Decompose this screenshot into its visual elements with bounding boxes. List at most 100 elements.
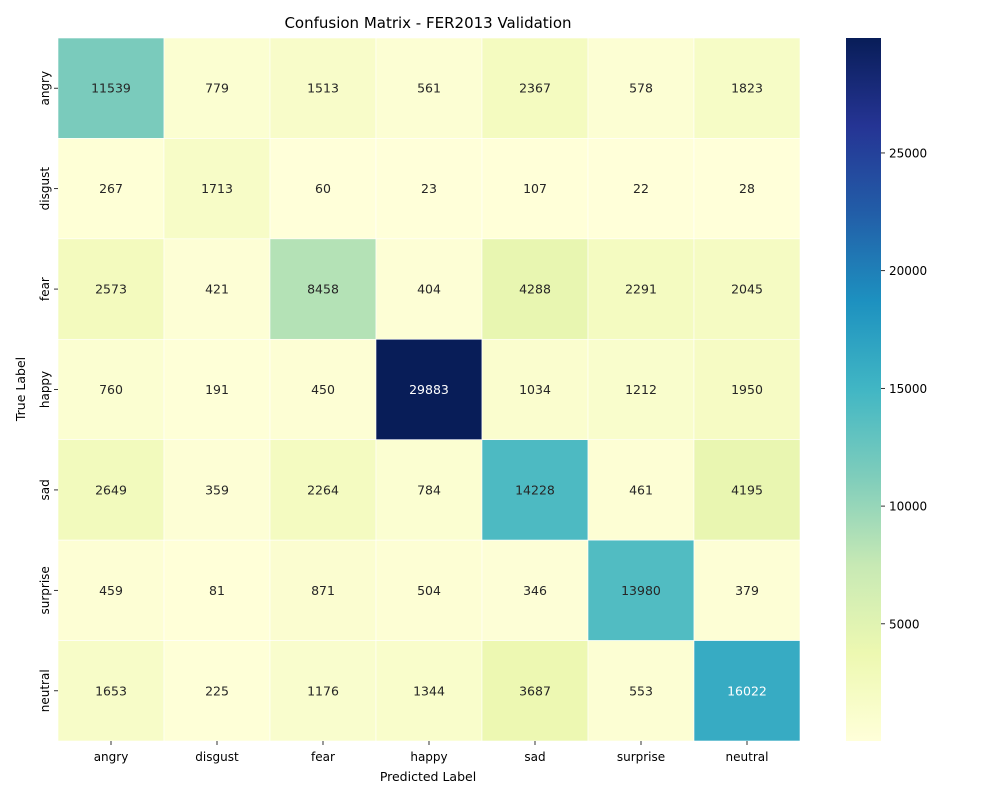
heatmap-cell-sad-surprise bbox=[587, 439, 695, 541]
cell-value-label: 1034 bbox=[519, 382, 551, 397]
heatmap-cell-surprise-neutral bbox=[693, 539, 801, 641]
heatmap-cell-happy-surprise bbox=[587, 338, 695, 441]
cell-value-label: 191 bbox=[205, 382, 229, 397]
colorbar-tick-label: 10000 bbox=[889, 500, 927, 514]
cell-value-label: 1344 bbox=[413, 683, 445, 698]
colorbar-tick-label: 15000 bbox=[889, 382, 927, 396]
heatmap-cell-sad-angry bbox=[57, 439, 165, 541]
y-tick-label: happy bbox=[38, 371, 52, 408]
y-tick-label: neutral bbox=[38, 669, 52, 712]
heatmap-cell-fear-neutral bbox=[693, 238, 801, 340]
y-tick-label: angry bbox=[38, 71, 52, 106]
x-tick-label: sad bbox=[524, 750, 545, 764]
heatmap-cell-happy-angry bbox=[57, 338, 165, 441]
cell-value-label: 2264 bbox=[307, 482, 339, 497]
cell-value-label: 461 bbox=[629, 482, 653, 497]
heatmap-cell-disgust-fear bbox=[269, 138, 377, 240]
cell-value-label: 779 bbox=[205, 81, 229, 96]
cell-value-label: 404 bbox=[417, 282, 441, 297]
heatmap-cell-neutral-happy bbox=[375, 640, 483, 742]
cell-value-label: 2045 bbox=[731, 282, 763, 297]
cell-value-label: 267 bbox=[99, 181, 123, 196]
heatmap-cell-surprise-fear bbox=[269, 539, 377, 641]
heatmap-cell-surprise-disgust bbox=[163, 539, 271, 641]
colorbar bbox=[846, 38, 881, 741]
heatmap-cell-fear-angry bbox=[57, 238, 165, 340]
heatmap-cell-sad-neutral bbox=[693, 439, 801, 541]
heatmap-cell-neutral-surprise bbox=[587, 640, 695, 742]
cell-value-label: 578 bbox=[629, 81, 653, 96]
cell-value-label: 16022 bbox=[727, 683, 767, 698]
cell-value-label: 553 bbox=[629, 683, 653, 698]
cell-value-label: 459 bbox=[99, 583, 123, 598]
cell-value-label: 3687 bbox=[519, 683, 551, 698]
cell-value-label: 4288 bbox=[519, 282, 551, 297]
heatmap-cell-angry-sad bbox=[481, 37, 589, 139]
cell-value-label: 23 bbox=[421, 181, 437, 196]
cell-value-label: 81 bbox=[209, 583, 225, 598]
cell-value-label: 1713 bbox=[201, 181, 233, 196]
x-tick-label: fear bbox=[311, 750, 335, 764]
heatmap-cell-fear-disgust bbox=[163, 238, 271, 340]
cell-value-label: 29883 bbox=[409, 382, 449, 397]
y-tick-label: surprise bbox=[38, 566, 52, 614]
heatmap-cell-happy-neutral bbox=[693, 338, 801, 441]
colorbar-tick-label: 5000 bbox=[889, 617, 920, 631]
heatmap-cell-surprise-angry bbox=[57, 539, 165, 641]
heatmap-cell-sad-fear bbox=[269, 439, 377, 541]
heatmap-cell-happy-sad bbox=[481, 338, 589, 441]
heatmap-cell-neutral-disgust bbox=[163, 640, 271, 742]
cell-value-label: 2367 bbox=[519, 81, 551, 96]
y-tick-label: disgust bbox=[38, 167, 52, 211]
cell-value-label: 4195 bbox=[731, 482, 763, 497]
y-tick-label: fear bbox=[38, 277, 52, 301]
cell-value-label: 871 bbox=[311, 583, 335, 598]
cell-value-label: 13980 bbox=[621, 583, 661, 598]
heatmap-cell-disgust-sad bbox=[481, 138, 589, 240]
x-tick-label: surprise bbox=[617, 750, 665, 764]
cell-value-label: 346 bbox=[523, 583, 547, 598]
cell-value-label: 504 bbox=[417, 583, 441, 598]
heatmap-cell-disgust-neutral bbox=[693, 138, 801, 240]
heatmap-cell-angry-angry bbox=[57, 37, 165, 139]
cell-value-label: 1513 bbox=[307, 81, 339, 96]
y-tick-label: sad bbox=[38, 479, 52, 500]
heatmap-cell-neutral-fear bbox=[269, 640, 377, 742]
cell-value-label: 1212 bbox=[625, 382, 657, 397]
colorbar-ticks: 5000 10000 15000 20000 25000 bbox=[881, 146, 927, 631]
cell-value-label: 107 bbox=[523, 181, 547, 196]
heatmap-cell-angry-happy bbox=[375, 37, 483, 139]
cell-value-label: 1176 bbox=[307, 683, 339, 698]
cell-value-label: 784 bbox=[417, 482, 441, 497]
cell-value-label: 14228 bbox=[515, 482, 555, 497]
heatmap-cell-neutral-neutral bbox=[693, 640, 801, 742]
colorbar-tick-label: 20000 bbox=[889, 264, 927, 278]
heatmap-cell-angry-disgust bbox=[163, 37, 271, 139]
y-tick-labels: angry disgust fear happy sad surprise neutral bbox=[38, 71, 58, 712]
cell-value-label: 8458 bbox=[307, 282, 339, 297]
heatmap-cell-angry-neutral bbox=[693, 37, 801, 139]
heatmap-cell-neutral-sad bbox=[481, 640, 589, 742]
cell-value-label: 11539 bbox=[91, 81, 131, 96]
heatmap-cell-angry-surprise bbox=[587, 37, 695, 139]
heatmap-cell-neutral-angry bbox=[57, 640, 165, 742]
chart-title: Confusion Matrix - FER2013 Validation bbox=[284, 14, 571, 32]
cell-value-label: 359 bbox=[205, 482, 229, 497]
cell-value-label: 2649 bbox=[95, 482, 127, 497]
heatmap-cell-fear-fear bbox=[269, 238, 377, 340]
cell-value-label: 2573 bbox=[95, 282, 127, 297]
x-tick-label: happy bbox=[410, 750, 447, 764]
cell-value-label: 1653 bbox=[95, 683, 127, 698]
colorbar-tick-label: 25000 bbox=[889, 146, 927, 160]
cell-value-label: 421 bbox=[205, 282, 229, 297]
cell-value-label: 2291 bbox=[625, 282, 657, 297]
x-tick-label: neutral bbox=[726, 750, 769, 764]
heatmap-cell-fear-sad bbox=[481, 238, 589, 340]
x-tick-label: angry bbox=[94, 750, 129, 764]
heatmap-cell-surprise-sad bbox=[481, 539, 589, 641]
cell-value-label: 760 bbox=[99, 382, 123, 397]
heatmap-cells: 11539 779 1513 561 2367 578 1823 267 1713 60 23 107… bbox=[57, 37, 801, 742]
heatmap-cell-happy-happy bbox=[375, 338, 483, 441]
cell-value-label: 225 bbox=[205, 683, 229, 698]
